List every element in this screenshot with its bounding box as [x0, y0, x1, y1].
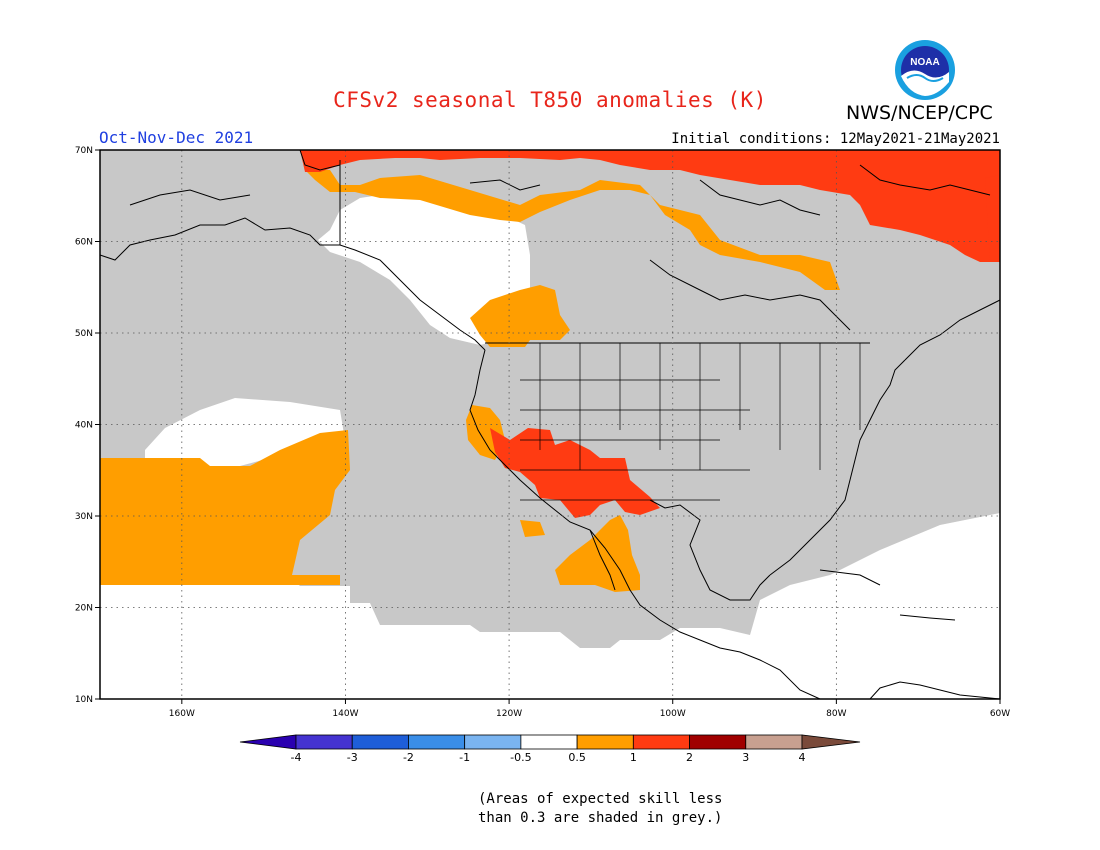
noaa-logo-text: NOAA: [910, 57, 939, 68]
legend-swatch-8: [689, 734, 747, 750]
coastline-12: [699, 179, 821, 216]
legend-label-5: -0.5: [510, 751, 531, 764]
coastline-16: [899, 614, 956, 621]
legend-label-4: -1: [459, 751, 470, 764]
legend-swatch-3: [408, 734, 466, 750]
coastline-14: [469, 179, 541, 191]
coastline-5: [769, 359, 906, 576]
anomaly-0.5-1-area-1: [100, 430, 350, 585]
lat-label-70N: 70N: [75, 146, 93, 156]
legend-swatch-1: [295, 734, 353, 750]
legend-label-8: 2: [686, 751, 693, 764]
skill-note-line-2: than 0.3 are shaded in grey.): [478, 810, 723, 826]
coastline-1: [99, 217, 486, 351]
lat-label-10N: 10N: [75, 695, 93, 705]
coastline-10: [649, 259, 851, 331]
legend-label-10: 4: [799, 751, 806, 764]
lat-label-40N: 40N: [75, 421, 93, 431]
lon-label-100W: 100W: [660, 709, 686, 719]
forecast-period: Oct-Nov-Dec 2021: [99, 128, 254, 147]
coastline-7: [299, 149, 341, 171]
lon-label-140W: 140W: [332, 709, 358, 719]
anomaly-1-2-area-2: [490, 428, 660, 518]
anomaly-0.5-1-area-2: [305, 170, 840, 290]
neutral-area-1: [100, 513, 1000, 699]
legend-swatch-5: [520, 734, 578, 750]
agency-label: NWS/NCEP/CPC: [846, 102, 993, 124]
legend-swatch-2: [351, 734, 409, 750]
legend-swatch-6: [576, 734, 634, 750]
coastline-15: [819, 569, 881, 586]
skill-note-line-1: (Areas of expected skill less: [478, 791, 723, 807]
coastline-4: [649, 499, 771, 601]
coastline-17: [869, 681, 1001, 700]
map-title: CFSv2 seasonal T850 anomalies (K): [333, 88, 767, 112]
lat-label-50N: 50N: [75, 329, 93, 339]
lon-label-80W: 80W: [826, 709, 846, 719]
lon-label-160W: 160W: [169, 709, 195, 719]
legend-label-6: 0.5: [568, 751, 586, 764]
coastline-6: [904, 299, 1001, 361]
coastline-2: [469, 349, 821, 700]
legend-arrow-high: [801, 734, 861, 750]
lon-label-120W: 120W: [496, 709, 522, 719]
legend-label-9: 3: [742, 751, 749, 764]
lat-label-30N: 30N: [75, 512, 93, 522]
skill-note: (Areas of expected skill less than 0.3 a…: [478, 790, 728, 828]
legend-label-7: 1: [630, 751, 637, 764]
anomaly-0.5-1-area-3: [470, 285, 570, 347]
coastline-13: [129, 189, 251, 206]
legend-swatch-9: [745, 734, 803, 750]
anomaly-0.5-1-area-5: [520, 520, 545, 537]
anomaly-1-2-area-1: [300, 150, 1000, 262]
lat-label-20N: 20N: [75, 604, 93, 614]
lon-label-60W: 60W: [990, 709, 1010, 719]
legend-label-3: -2: [403, 751, 414, 764]
legend-label-1: -4: [291, 751, 302, 764]
legend-swatch-4: [464, 734, 522, 750]
anomaly-0.5-1-area-6: [555, 515, 640, 592]
neutral-area-3: [318, 195, 530, 345]
legend-label-2: -3: [347, 751, 358, 764]
legend-swatch-7: [632, 734, 690, 750]
coastline-3: [589, 529, 616, 591]
noaa-logo: NOAA: [895, 40, 955, 100]
anomaly-1-2-area-3: [985, 175, 1000, 262]
legend-arrow-low: [239, 734, 297, 750]
coastline-11: [859, 164, 991, 196]
lat-label-60N: 60N: [75, 238, 93, 248]
initial-conditions: Initial conditions: 12May2021-21May2021: [671, 131, 1000, 147]
